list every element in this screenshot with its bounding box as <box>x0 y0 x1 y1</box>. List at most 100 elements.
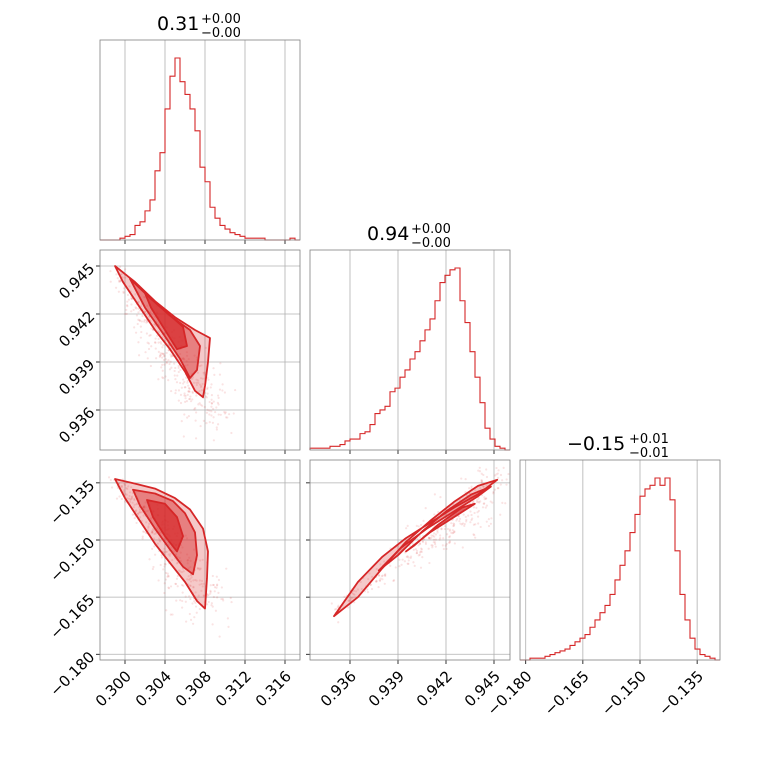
scatter-point-pair-0-1-79 <box>124 276 127 279</box>
scatter-point-pair-0-1-312 <box>162 352 165 356</box>
x-tick-label-param-1-0: 0.936 <box>317 667 360 710</box>
scatter-point-pair-0-2-333 <box>120 486 124 489</box>
scatter-point-pair-0-1-48 <box>150 327 153 330</box>
scatter-point-pair-0-2-300 <box>156 542 159 545</box>
scatter-point-pair-0-2-117 <box>180 571 184 574</box>
scatter-point-pair-1-2-262 <box>461 522 465 525</box>
scatter-point-pair-0-2-255 <box>132 506 135 509</box>
scatter-point-pair-0-1-61 <box>170 355 173 358</box>
scatter-point-pair-0-1-6 <box>211 407 215 410</box>
scatter-point-pair-0-1-34 <box>224 411 227 414</box>
panel-background-hist-2 <box>520 460 720 660</box>
scatter-point-pair-0-1-191 <box>175 381 179 384</box>
scatter-point-pair-0-2-129 <box>186 562 189 565</box>
scatter-point-pair-1-2-186 <box>450 522 453 525</box>
scatter-point-pair-1-2-158 <box>420 548 424 551</box>
scatter-point-pair-0-1-165 <box>160 352 164 355</box>
scatter-point-pair-0-1-127 <box>144 351 147 354</box>
scatter-point-pair-1-2-143 <box>464 478 467 481</box>
scatter-point-pair-0-1-158 <box>195 378 198 381</box>
scatter-point-pair-1-2-9 <box>378 579 382 582</box>
scatter-point-pair-1-2-46 <box>408 544 411 548</box>
scatter-point-pair-0-2-307 <box>177 569 181 572</box>
scatter-point-pair-0-2-58 <box>192 579 195 582</box>
scatter-point-pair-0-1-222 <box>182 356 185 360</box>
scatter-point-pair-0-2-315 <box>163 582 166 585</box>
scatter-point-pair-0-1-293 <box>208 409 211 412</box>
scatter-point-pair-1-2-47 <box>421 555 424 559</box>
panel-border-pair-1-2 <box>309 459 511 661</box>
scatter-point-pair-0-2-169 <box>202 582 205 585</box>
scatter-point-pair-0-2-218 <box>181 606 184 609</box>
x-tick-label-param-2-1: −0.165 <box>541 667 593 719</box>
scatter-point-pair-1-2-83 <box>448 541 451 544</box>
scatter-point-pair-0-1-240 <box>203 371 206 374</box>
scatter-point-pair-0-2-116 <box>186 559 189 562</box>
scatter-point-pair-0-1-19 <box>154 347 157 350</box>
scatter-point-pair-0-1-4 <box>130 297 133 300</box>
scatter-point-pair-0-2-354 <box>174 582 177 585</box>
scatter-point-pair-0-2-363 <box>147 526 150 529</box>
scatter-point-pair-0-1-207 <box>191 398 194 401</box>
scatter-point-pair-1-2-331 <box>375 580 378 583</box>
scatter-point-pair-0-1-271 <box>117 290 120 293</box>
scatter-point-pair-0-1-87 <box>159 340 162 344</box>
scatter-point-pair-0-2-349 <box>182 570 185 573</box>
scatter-point-pair-1-2-151 <box>333 608 337 611</box>
scatter-point-pair-1-2-43 <box>416 537 419 541</box>
scatter-point-pair-0-1-10 <box>183 392 186 395</box>
scatter-point-pair-0-2-335 <box>133 497 136 501</box>
scatter-point-pair-0-2-221 <box>186 578 189 581</box>
scatter-point-pair-0-1-372 <box>115 273 118 276</box>
scatter-point-pair-0-1-371 <box>217 396 220 399</box>
scatter-point-pair-0-1-362 <box>159 354 162 357</box>
scatter-point-pair-1-2-106 <box>429 537 432 540</box>
scatter-point-pair-1-2-103 <box>343 595 346 598</box>
scatter-point-pair-0-2-11 <box>155 526 158 530</box>
scatter-point-pair-0-1-121 <box>182 382 185 385</box>
scatter-point-pair-1-2-337 <box>437 510 440 514</box>
scatter-point-pair-0-1-9 <box>209 386 212 389</box>
scatter-point-pair-1-2-264 <box>485 484 488 487</box>
scatter-point-pair-0-2-205 <box>199 559 202 562</box>
scatter-point-pair-0-2-43 <box>135 503 138 506</box>
scatter-point-pair-1-2-60 <box>431 546 434 549</box>
scatter-point-pair-1-2-119 <box>483 498 486 501</box>
scatter-point-pair-0-1-227 <box>165 362 168 365</box>
scatter-point-pair-1-2-80 <box>480 480 484 483</box>
scatter-point-pair-0-1-88 <box>187 414 190 418</box>
y-tick-label-param-1-2: 0.942 <box>55 308 98 351</box>
scatter-point-pair-1-2-261 <box>456 517 459 521</box>
scatter-point-pair-0-1-49 <box>221 383 224 386</box>
scatter-point-pair-0-2-48 <box>118 495 121 498</box>
scatter-point-pair-1-2-229 <box>431 544 434 547</box>
scatter-point-pair-0-2-106 <box>201 558 204 561</box>
scatter-point-pair-1-2-318 <box>414 548 417 551</box>
scatter-point-pair-0-1-297 <box>176 374 179 377</box>
scatter-point-pair-0-2-195 <box>128 491 132 494</box>
scatter-point-pair-1-2-291 <box>455 519 458 522</box>
scatter-point-pair-0-1-20 <box>185 360 188 363</box>
scatter-point-pair-0-1-298 <box>215 426 218 429</box>
scatter-point-pair-1-2-116 <box>502 466 505 470</box>
scatter-point-pair-0-1-307 <box>212 367 215 370</box>
scatter-point-pair-1-2-316 <box>461 546 464 549</box>
scatter-point-pair-0-1-214 <box>137 311 140 314</box>
scatter-point-pair-1-2-375 <box>405 527 408 530</box>
scatter-point-pair-1-2-216 <box>489 500 492 503</box>
scatter-point-pair-0-2-78 <box>195 611 198 614</box>
scatter-point-pair-0-2-378 <box>181 546 184 549</box>
scatter-point-pair-0-2-214 <box>162 568 165 571</box>
scatter-point-pair-0-1-374 <box>187 358 190 361</box>
scatter-point-pair-0-1-139 <box>205 396 208 399</box>
scatter-point-pair-0-1-151 <box>125 308 128 312</box>
scatter-point-pair-1-2-352 <box>381 574 384 577</box>
scatter-point-pair-1-2-274 <box>439 496 442 499</box>
scatter-point-pair-0-1-5 <box>161 346 164 349</box>
scatter-point-pair-0-2-332 <box>141 535 144 538</box>
scatter-point-pair-1-2-194 <box>496 472 499 475</box>
scatter-point-pair-1-2-224 <box>377 574 381 577</box>
scatter-point-pair-1-2-188 <box>493 474 497 477</box>
scatter-point-pair-1-2-378 <box>407 556 410 559</box>
scatter-point-pair-0-1-311 <box>157 330 161 334</box>
